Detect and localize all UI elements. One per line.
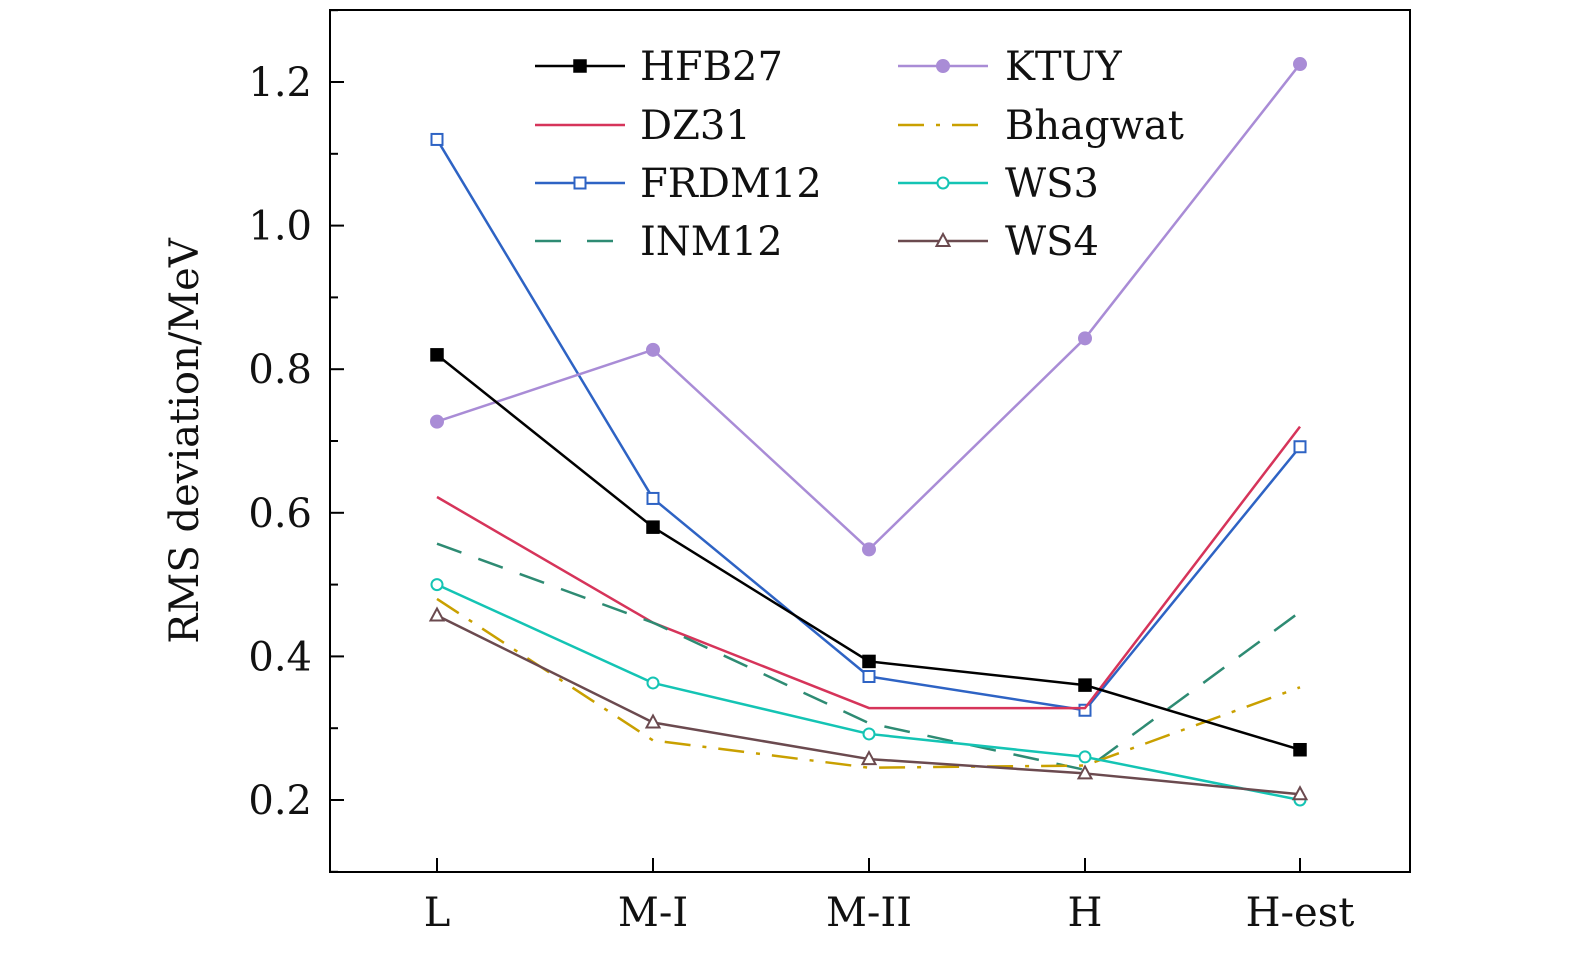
series-ws3 (430, 578, 1307, 807)
legend-item-frdm12: FRDM12 (535, 161, 822, 207)
y-tick-label: 0.2 (248, 778, 312, 824)
legend-item-ws3: WS3 (898, 161, 1099, 207)
legend-marker-ws3 (936, 176, 950, 190)
legend-marker-ws4 (934, 231, 952, 247)
data-point-ktuy (1078, 331, 1092, 346)
y-tick-label: 0.6 (248, 491, 312, 537)
data-point-ktuy (1293, 57, 1307, 72)
x-tick-label: M-I (618, 890, 688, 936)
series-hfb27 (430, 348, 1307, 757)
data-point-frdm12 (862, 670, 876, 684)
legend-item-ktuy: KTUY (898, 44, 1122, 90)
data-point-frdm12 (646, 491, 660, 505)
legend-label-frdm12: FRDM12 (640, 161, 822, 207)
series-line-inm12 (436, 542, 1301, 772)
plot-frame (329, 9, 1411, 873)
data-point-hfb27 (430, 348, 444, 362)
y-axis: 0.2 0.4 0.6 0.8 1.0 1.2 (248, 9, 344, 873)
data-point-hfb27 (646, 520, 660, 534)
data-point-frdm12 (1293, 440, 1307, 454)
data-point-ktuy (862, 542, 876, 557)
data-point-ktuy (430, 414, 444, 429)
data-point-ws3 (430, 578, 444, 592)
legend-label-ws4: WS4 (1005, 219, 1099, 265)
legend-label-hfb27: HFB27 (640, 44, 783, 90)
series-line-dz31 (436, 425, 1301, 710)
series-inm12 (436, 542, 1301, 772)
data-point-frdm12 (430, 132, 444, 146)
x-tick-label: L (424, 890, 451, 936)
data-point-ws3 (1078, 750, 1092, 764)
series-ws4 (428, 606, 1309, 801)
series-line-ws3 (436, 583, 1301, 802)
data-point-hfb27 (1078, 678, 1092, 692)
legend-item-bhagwat: Bhagwat (898, 103, 1184, 149)
legend-item-ws4: WS4 (898, 219, 1099, 265)
data-point-frdm12 (1078, 703, 1092, 717)
legend-item-inm12: INM12 (535, 219, 783, 265)
data-point-ws3 (646, 676, 660, 690)
legend-label-ktuy: KTUY (1005, 44, 1122, 90)
series-bhagwat (436, 597, 1301, 769)
data-point-hfb27 (1293, 742, 1307, 757)
legend-item-hfb27: HFB27 (535, 44, 783, 90)
series-dz31 (436, 425, 1301, 710)
y-axis-title: RMS deviation/MeV (162, 237, 208, 644)
legend-label-bhagwat: Bhagwat (1005, 103, 1184, 149)
x-tick-label: H-est (1246, 890, 1355, 936)
y-tick-label: 1.2 (248, 60, 312, 106)
legend: HFB27 DZ31 FRDM12 INM12 KTUY Bhagwat WS3 WS4 (535, 44, 1184, 265)
legend-label-ws3: WS3 (1005, 161, 1099, 207)
data-point-ktuy (646, 342, 660, 357)
data-point-ws3 (862, 727, 876, 741)
series-line-bhagwat (436, 597, 1301, 769)
series-line-frdm12 (435, 138, 1301, 712)
data-point-ws4 (860, 749, 878, 766)
data-point-ws4 (428, 606, 446, 622)
series-ktuy (430, 57, 1307, 557)
x-tick-label: M-II (826, 890, 912, 936)
legend-marker-ktuy (936, 59, 950, 73)
legend-label-dz31: DZ31 (640, 103, 751, 149)
data-point-hfb27 (862, 654, 876, 669)
y-tick-label: 0.4 (248, 634, 312, 680)
x-axis: L M-I M-II H H-est (424, 858, 1355, 936)
data-point-ws4 (1291, 785, 1309, 801)
legend-label-inm12: INM12 (640, 219, 783, 265)
y-tick-label: 1.0 (248, 204, 312, 250)
legend-marker-hfb27 (573, 59, 587, 73)
series-frdm12 (430, 132, 1307, 717)
data-point-ws4 (1076, 764, 1094, 780)
legend-marker-frdm12 (573, 176, 587, 190)
data-point-ws4 (644, 713, 662, 729)
x-tick-label: H (1068, 890, 1103, 936)
legend-item-dz31: DZ31 (535, 103, 751, 149)
y-tick-label: 0.8 (248, 347, 312, 393)
series-layer (428, 57, 1309, 807)
